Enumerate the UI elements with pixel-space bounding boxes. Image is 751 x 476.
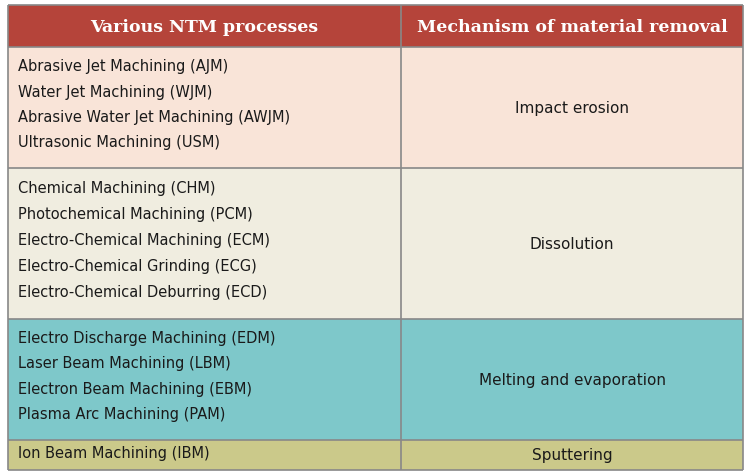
Text: Electro-Chemical Deburring (ECD): Electro-Chemical Deburring (ECD) [18,285,267,299]
Bar [401,440,743,470]
Text: Electro-Chemical Grinding (ECG): Electro-Chemical Grinding (ECG) [18,258,257,273]
Bar [8,169,401,319]
Text: Ion Beam Machining (IBM): Ion Beam Machining (IBM) [18,445,210,460]
Text: Photochemical Machining (PCM): Photochemical Machining (PCM) [18,207,253,221]
Text: Sputtering: Sputtering [532,447,612,462]
Text: Electro Discharge Machining (EDM): Electro Discharge Machining (EDM) [18,331,276,346]
Text: Electron Beam Machining (EBM): Electron Beam Machining (EBM) [18,381,252,396]
Bar [401,6,743,48]
Bar [8,6,401,48]
Bar [401,319,743,440]
Text: Impact erosion: Impact erosion [515,101,629,116]
Text: Abrasive Water Jet Machining (AWJM): Abrasive Water Jet Machining (AWJM) [18,109,290,125]
Text: Ultrasonic Machining (USM): Ultrasonic Machining (USM) [18,135,220,149]
Bar [8,48,401,169]
Text: Laser Beam Machining (LBM): Laser Beam Machining (LBM) [18,356,231,371]
Text: Abrasive Jet Machining (AJM): Abrasive Jet Machining (AJM) [18,59,228,74]
Bar [401,169,743,319]
Text: Dissolution: Dissolution [530,237,614,251]
Text: Electro-Chemical Machining (ECM): Electro-Chemical Machining (ECM) [18,232,270,248]
Bar [401,48,743,169]
Text: Water Jet Machining (WJM): Water Jet Machining (WJM) [18,84,213,99]
Bar [8,319,401,440]
Text: Various NTM processes: Various NTM processes [91,19,318,35]
Text: Plasma Arc Machining (PAM): Plasma Arc Machining (PAM) [18,406,225,421]
Text: Melting and evaporation: Melting and evaporation [478,372,665,387]
Bar [8,440,401,470]
Text: Chemical Machining (CHM): Chemical Machining (CHM) [18,180,216,196]
Text: Mechanism of material removal: Mechanism of material removal [417,19,728,35]
